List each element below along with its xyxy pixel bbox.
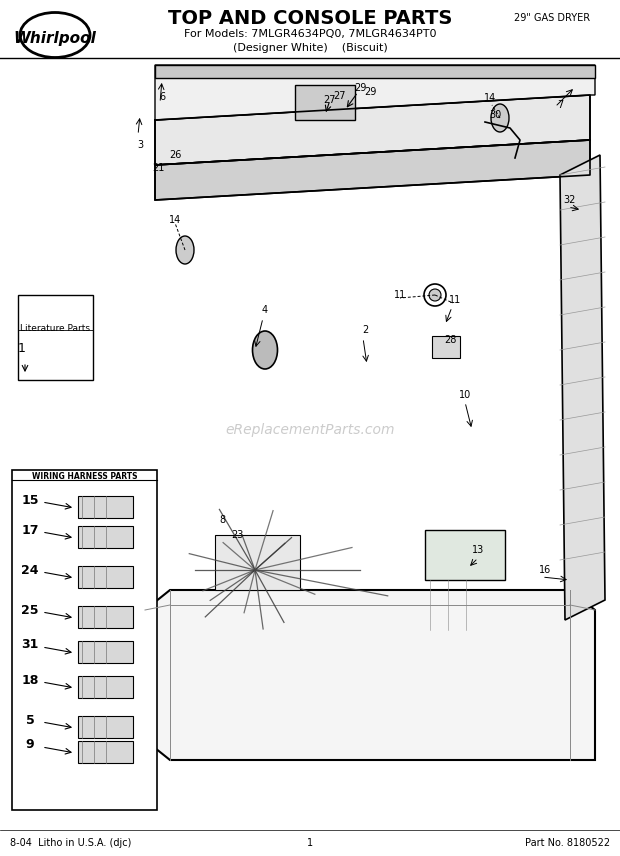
Text: TOP AND CONSOLE PARTS: TOP AND CONSOLE PARTS: [168, 9, 452, 27]
Bar: [432, 336, 460, 358]
Text: 23: 23: [231, 530, 243, 540]
Polygon shape: [155, 95, 590, 165]
Text: 31: 31: [21, 639, 38, 651]
Text: 27: 27: [334, 91, 346, 101]
Text: 16: 16: [539, 565, 551, 575]
Text: Part No. 8180522: Part No. 8180522: [525, 838, 610, 848]
Text: 18: 18: [21, 674, 38, 687]
Text: 1: 1: [18, 342, 26, 354]
Bar: [12, 470, 157, 810]
Bar: [78, 641, 133, 663]
Text: 29" GAS DRYER: 29" GAS DRYER: [514, 13, 590, 23]
Text: 21: 21: [152, 163, 164, 173]
Polygon shape: [560, 155, 605, 620]
Ellipse shape: [429, 289, 441, 301]
Bar: [215, 535, 300, 590]
Text: 8: 8: [219, 515, 225, 525]
Text: Literature Parts: Literature Parts: [20, 324, 90, 332]
Text: Whirlpool: Whirlpool: [14, 31, 97, 45]
Text: 13: 13: [472, 545, 484, 555]
Bar: [78, 676, 133, 698]
Ellipse shape: [491, 104, 509, 132]
Text: WIRING HARNESS PARTS: WIRING HARNESS PARTS: [32, 472, 138, 480]
Bar: [78, 496, 133, 518]
Text: 5: 5: [25, 714, 34, 727]
Bar: [78, 716, 133, 738]
Text: For Models: 7MLGR4634PQ0, 7MLGR4634PT0: For Models: 7MLGR4634PQ0, 7MLGR4634PT0: [184, 29, 436, 39]
Bar: [425, 530, 505, 580]
Text: 11: 11: [449, 295, 461, 305]
Text: 14: 14: [484, 93, 496, 103]
Ellipse shape: [424, 284, 446, 306]
Bar: [78, 741, 133, 763]
Text: 32: 32: [564, 195, 576, 205]
Polygon shape: [145, 590, 595, 760]
Text: 15: 15: [21, 494, 38, 507]
Polygon shape: [155, 140, 590, 200]
Text: 27: 27: [324, 95, 336, 105]
Text: 14: 14: [169, 215, 181, 225]
Polygon shape: [155, 65, 595, 78]
Text: 4: 4: [262, 305, 268, 315]
Text: 26: 26: [169, 150, 181, 160]
Bar: [78, 566, 133, 588]
Polygon shape: [155, 65, 595, 120]
Text: 29: 29: [354, 83, 366, 93]
Text: eReplacementParts.com: eReplacementParts.com: [225, 423, 395, 437]
Text: 9: 9: [25, 739, 34, 752]
Text: 25: 25: [21, 603, 38, 616]
Bar: [295, 85, 355, 120]
Text: 10: 10: [459, 390, 471, 400]
Text: 28: 28: [444, 335, 456, 345]
Bar: [18, 295, 93, 380]
Text: 2: 2: [362, 325, 368, 335]
Ellipse shape: [176, 236, 194, 264]
Text: 11: 11: [394, 290, 406, 300]
Text: 1: 1: [307, 838, 313, 848]
Text: 7: 7: [557, 100, 563, 110]
Text: 30: 30: [489, 110, 501, 120]
Text: 3: 3: [137, 140, 143, 150]
Text: 8-04  Litho in U.S.A. (djc): 8-04 Litho in U.S.A. (djc): [10, 838, 131, 848]
Text: 6: 6: [159, 92, 165, 102]
Text: 24: 24: [21, 563, 38, 576]
Text: 29: 29: [364, 87, 376, 97]
Ellipse shape: [252, 331, 278, 369]
Bar: [78, 526, 133, 548]
Text: 17: 17: [21, 524, 38, 537]
Bar: [78, 606, 133, 628]
Text: (Designer White)    (Biscuit): (Designer White) (Biscuit): [232, 43, 388, 53]
